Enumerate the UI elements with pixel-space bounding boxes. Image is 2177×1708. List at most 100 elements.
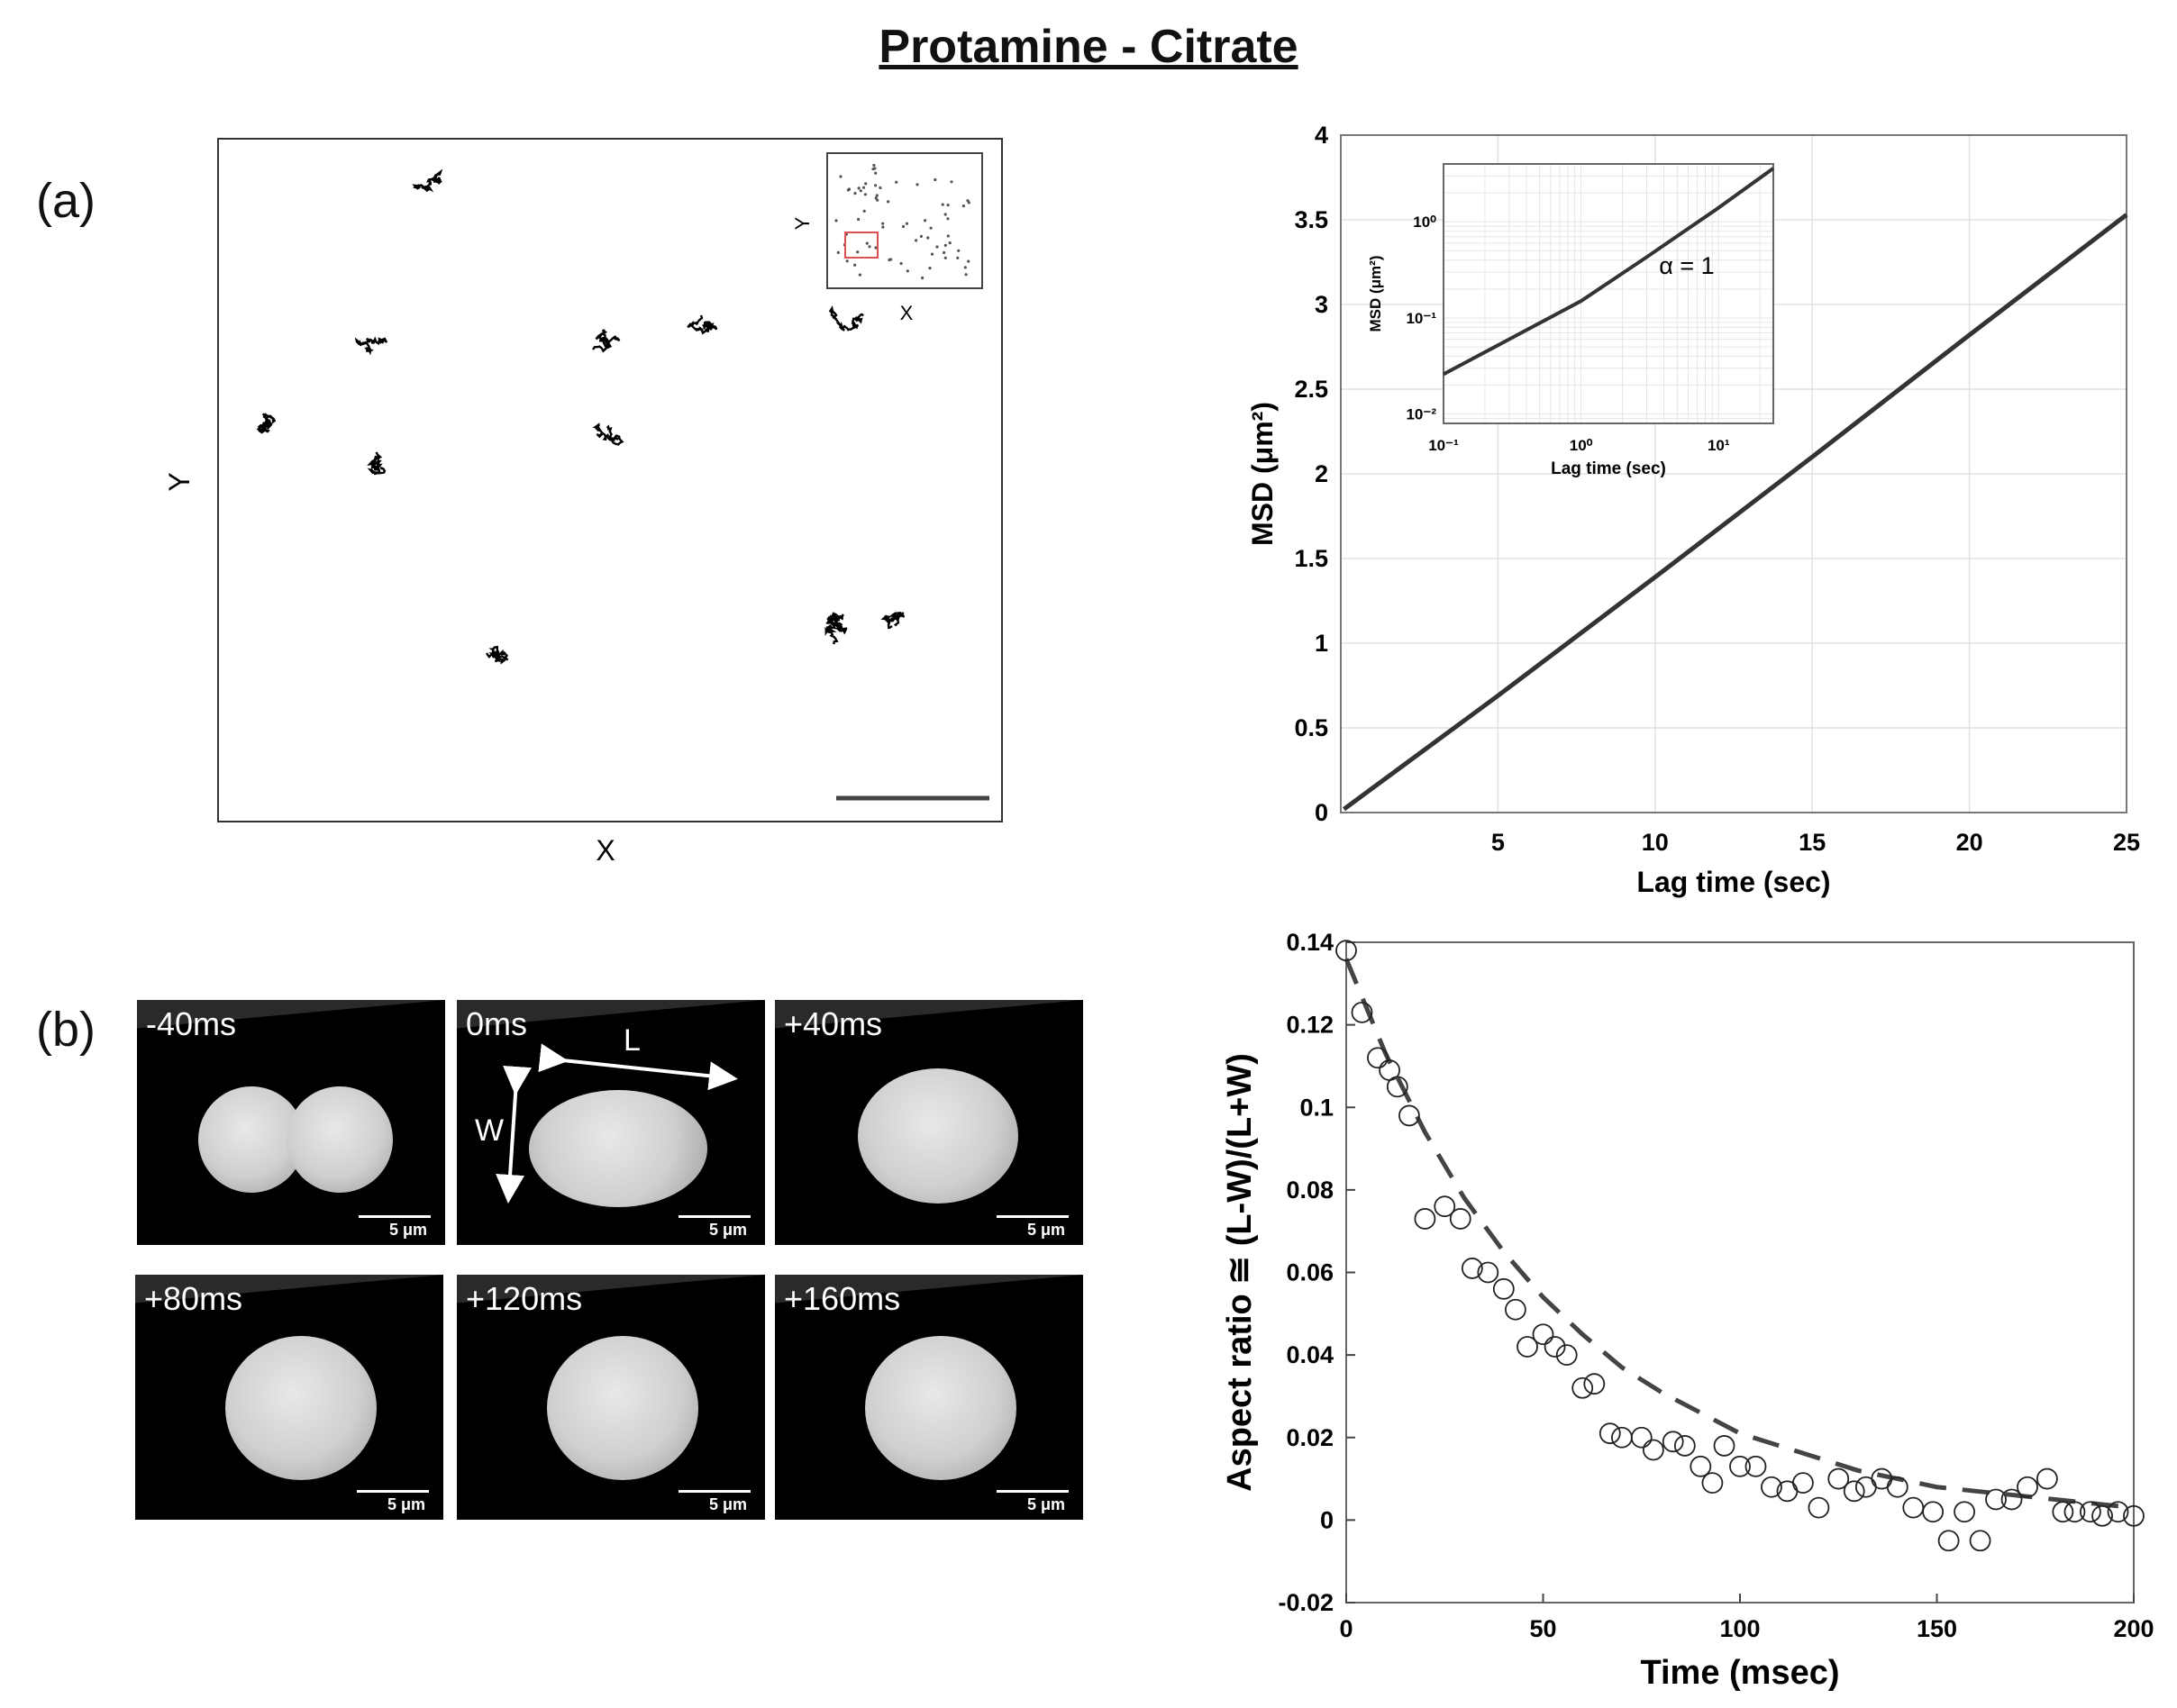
msd-inset-xlabel: Lag time (sec) <box>1551 459 1666 478</box>
trajectory-inset-point-48 <box>967 259 970 263</box>
ar-point-32 <box>1792 1472 1814 1494</box>
msd-xlabel: Lag time (sec) <box>1636 866 1830 898</box>
trajectory-track-2 <box>828 305 864 332</box>
trajectory-track-7 <box>367 451 387 476</box>
trajectory-inset-point-23 <box>881 222 885 225</box>
trajectory-track-11 <box>826 612 848 635</box>
trajectory-track-9 <box>880 612 906 630</box>
trajectory-inset-point-27 <box>899 261 903 266</box>
msd-inset-xtick-0: 10⁻¹ <box>1428 437 1459 454</box>
msd-xtick-2: 15 <box>1799 829 1826 856</box>
ar-point-6 <box>1414 1208 1436 1230</box>
ar-point-10 <box>1477 1261 1499 1284</box>
ar-point-30 <box>1761 1476 1782 1498</box>
ar-point-36 <box>1854 1476 1877 1498</box>
tile-time-label: -40ms <box>146 1005 237 1042</box>
trajectory-inset-xlabel: X <box>900 302 914 324</box>
trajectory-frame <box>217 138 1003 822</box>
trajectory-inset-point-21 <box>950 180 953 184</box>
trajectory-track-6 <box>592 422 624 446</box>
tile-scale-label: 5 μm <box>388 1221 427 1239</box>
msd-ytick-5: 2.5 <box>1294 376 1328 403</box>
trajectory-inset-points <box>834 163 970 280</box>
trajectory-inset-point-6 <box>862 209 866 213</box>
ar-point-13 <box>1517 1336 1538 1358</box>
trajectory-inset-point-44 <box>874 246 878 250</box>
trajectory-inset-point-39 <box>872 163 876 168</box>
trajectory-inset-point-43 <box>956 256 960 259</box>
trajectory-inset-point-53 <box>921 276 925 280</box>
ar-point-44 <box>1985 1488 2007 1511</box>
trajectory-inset-point-68 <box>941 203 944 206</box>
aspect-ratio-chart: 0 50 100 150 200-0.0200.020.040.060.080.10.1… <box>1221 929 2154 1692</box>
trajectory-inset-point-25 <box>874 184 878 187</box>
trajectory-inset-point-2 <box>935 245 939 249</box>
msd-inset-line <box>1443 167 1775 377</box>
msd-xtick-0: 5 <box>1491 829 1505 856</box>
ar-xlabel: Time (msec) <box>1640 1654 1839 1692</box>
trajectory-inset-point-11 <box>915 239 918 242</box>
ar-point-29 <box>1744 1455 1767 1477</box>
length-width-arrows <box>496 1043 738 1204</box>
trajectory-inset-point-14 <box>859 189 862 193</box>
trajectory-inset-point-28 <box>864 182 868 186</box>
ar-point-8 <box>1449 1208 1471 1230</box>
ar-point-49 <box>2063 1501 2086 1523</box>
ar-point-15 <box>1544 1336 1566 1358</box>
trajectory-ylabel: Y <box>163 472 196 491</box>
image-tile: -40ms 5 μm <box>137 1000 445 1245</box>
trajectory-inset-point-12 <box>943 250 946 255</box>
ar-point-47 <box>2036 1467 2058 1490</box>
ar-point-34 <box>1827 1467 1850 1490</box>
msd-xtick-4: 25 <box>2113 829 2140 856</box>
ar-ytick-0: -0.02 <box>1278 1589 1334 1616</box>
trajectory-inset-point-56 <box>961 204 965 208</box>
trajectory-inset-point-33 <box>924 219 927 223</box>
ar-point-19 <box>1599 1422 1621 1445</box>
ar-point-48 <box>2052 1501 2074 1523</box>
ar-point-21 <box>1630 1426 1653 1449</box>
msd-inset-annotation: α = 1 <box>1659 252 1714 279</box>
msd-ylabel: MSD (μm²) <box>1246 402 1279 546</box>
ar-point-16 <box>1555 1344 1578 1367</box>
trajectory-inset-point-31 <box>857 217 861 222</box>
tile-scale-label: 5 μm <box>387 1495 425 1513</box>
ar-ytick-6: 0.1 <box>1299 1094 1334 1121</box>
length-label: L <box>624 1023 641 1058</box>
ar-point-24 <box>1673 1435 1696 1457</box>
tile-time-label: +40ms <box>784 1005 883 1042</box>
msd-inset-xtick-2: 10¹ <box>1708 437 1730 454</box>
msd-ytick-3: 1.5 <box>1294 545 1328 572</box>
msd-ytick-7: 3.5 <box>1294 206 1328 233</box>
trajectory-inset-point-65 <box>946 204 950 207</box>
msd-chart: 5 10 15 20 25 0 0.5 1 1.5 2 2.5 3 3.5 4 Lag time (sec)… <box>1246 122 2140 898</box>
trajectory-inset-point-36 <box>943 213 947 216</box>
tile-time-label: +120ms <box>466 1280 583 1317</box>
ar-point-26 <box>1701 1472 1724 1494</box>
trajectory-inset-point-29 <box>963 266 967 269</box>
msd-inset-frame <box>1443 163 1774 424</box>
tile-scale-label: 5 μm <box>708 1221 747 1239</box>
width-label: W <box>475 1113 505 1148</box>
ar-point-0 <box>1335 940 1357 962</box>
msd-inset-xtick-1: 10⁰ <box>1570 437 1593 454</box>
tile-scale-bar <box>359 1215 431 1218</box>
trajectory-inset-point-61 <box>873 167 877 170</box>
trajectory-track-4 <box>354 336 388 356</box>
trajectory-xlabel: X <box>596 834 615 867</box>
trajectory-track-1 <box>687 314 718 335</box>
trajectory-inset-point-18 <box>948 241 952 245</box>
ar-ytick-7: 0.12 <box>1286 1012 1334 1039</box>
trajectory-inset-point-20 <box>946 217 950 221</box>
trajectory-inset-ylabel: Y <box>791 216 814 230</box>
ar-point-4 <box>1386 1076 1408 1098</box>
trajectory-inset-point-45 <box>901 224 906 229</box>
trajectory-tracks <box>256 168 906 665</box>
droplet <box>529 1090 707 1207</box>
trajectory-inset-point-49 <box>858 273 862 277</box>
tile-scale-bar <box>357 1490 429 1493</box>
msd-xtick-1: 10 <box>1642 829 1669 856</box>
trajectory-inset-point-42 <box>895 180 898 184</box>
trajectory-inset-point-1 <box>906 269 909 273</box>
